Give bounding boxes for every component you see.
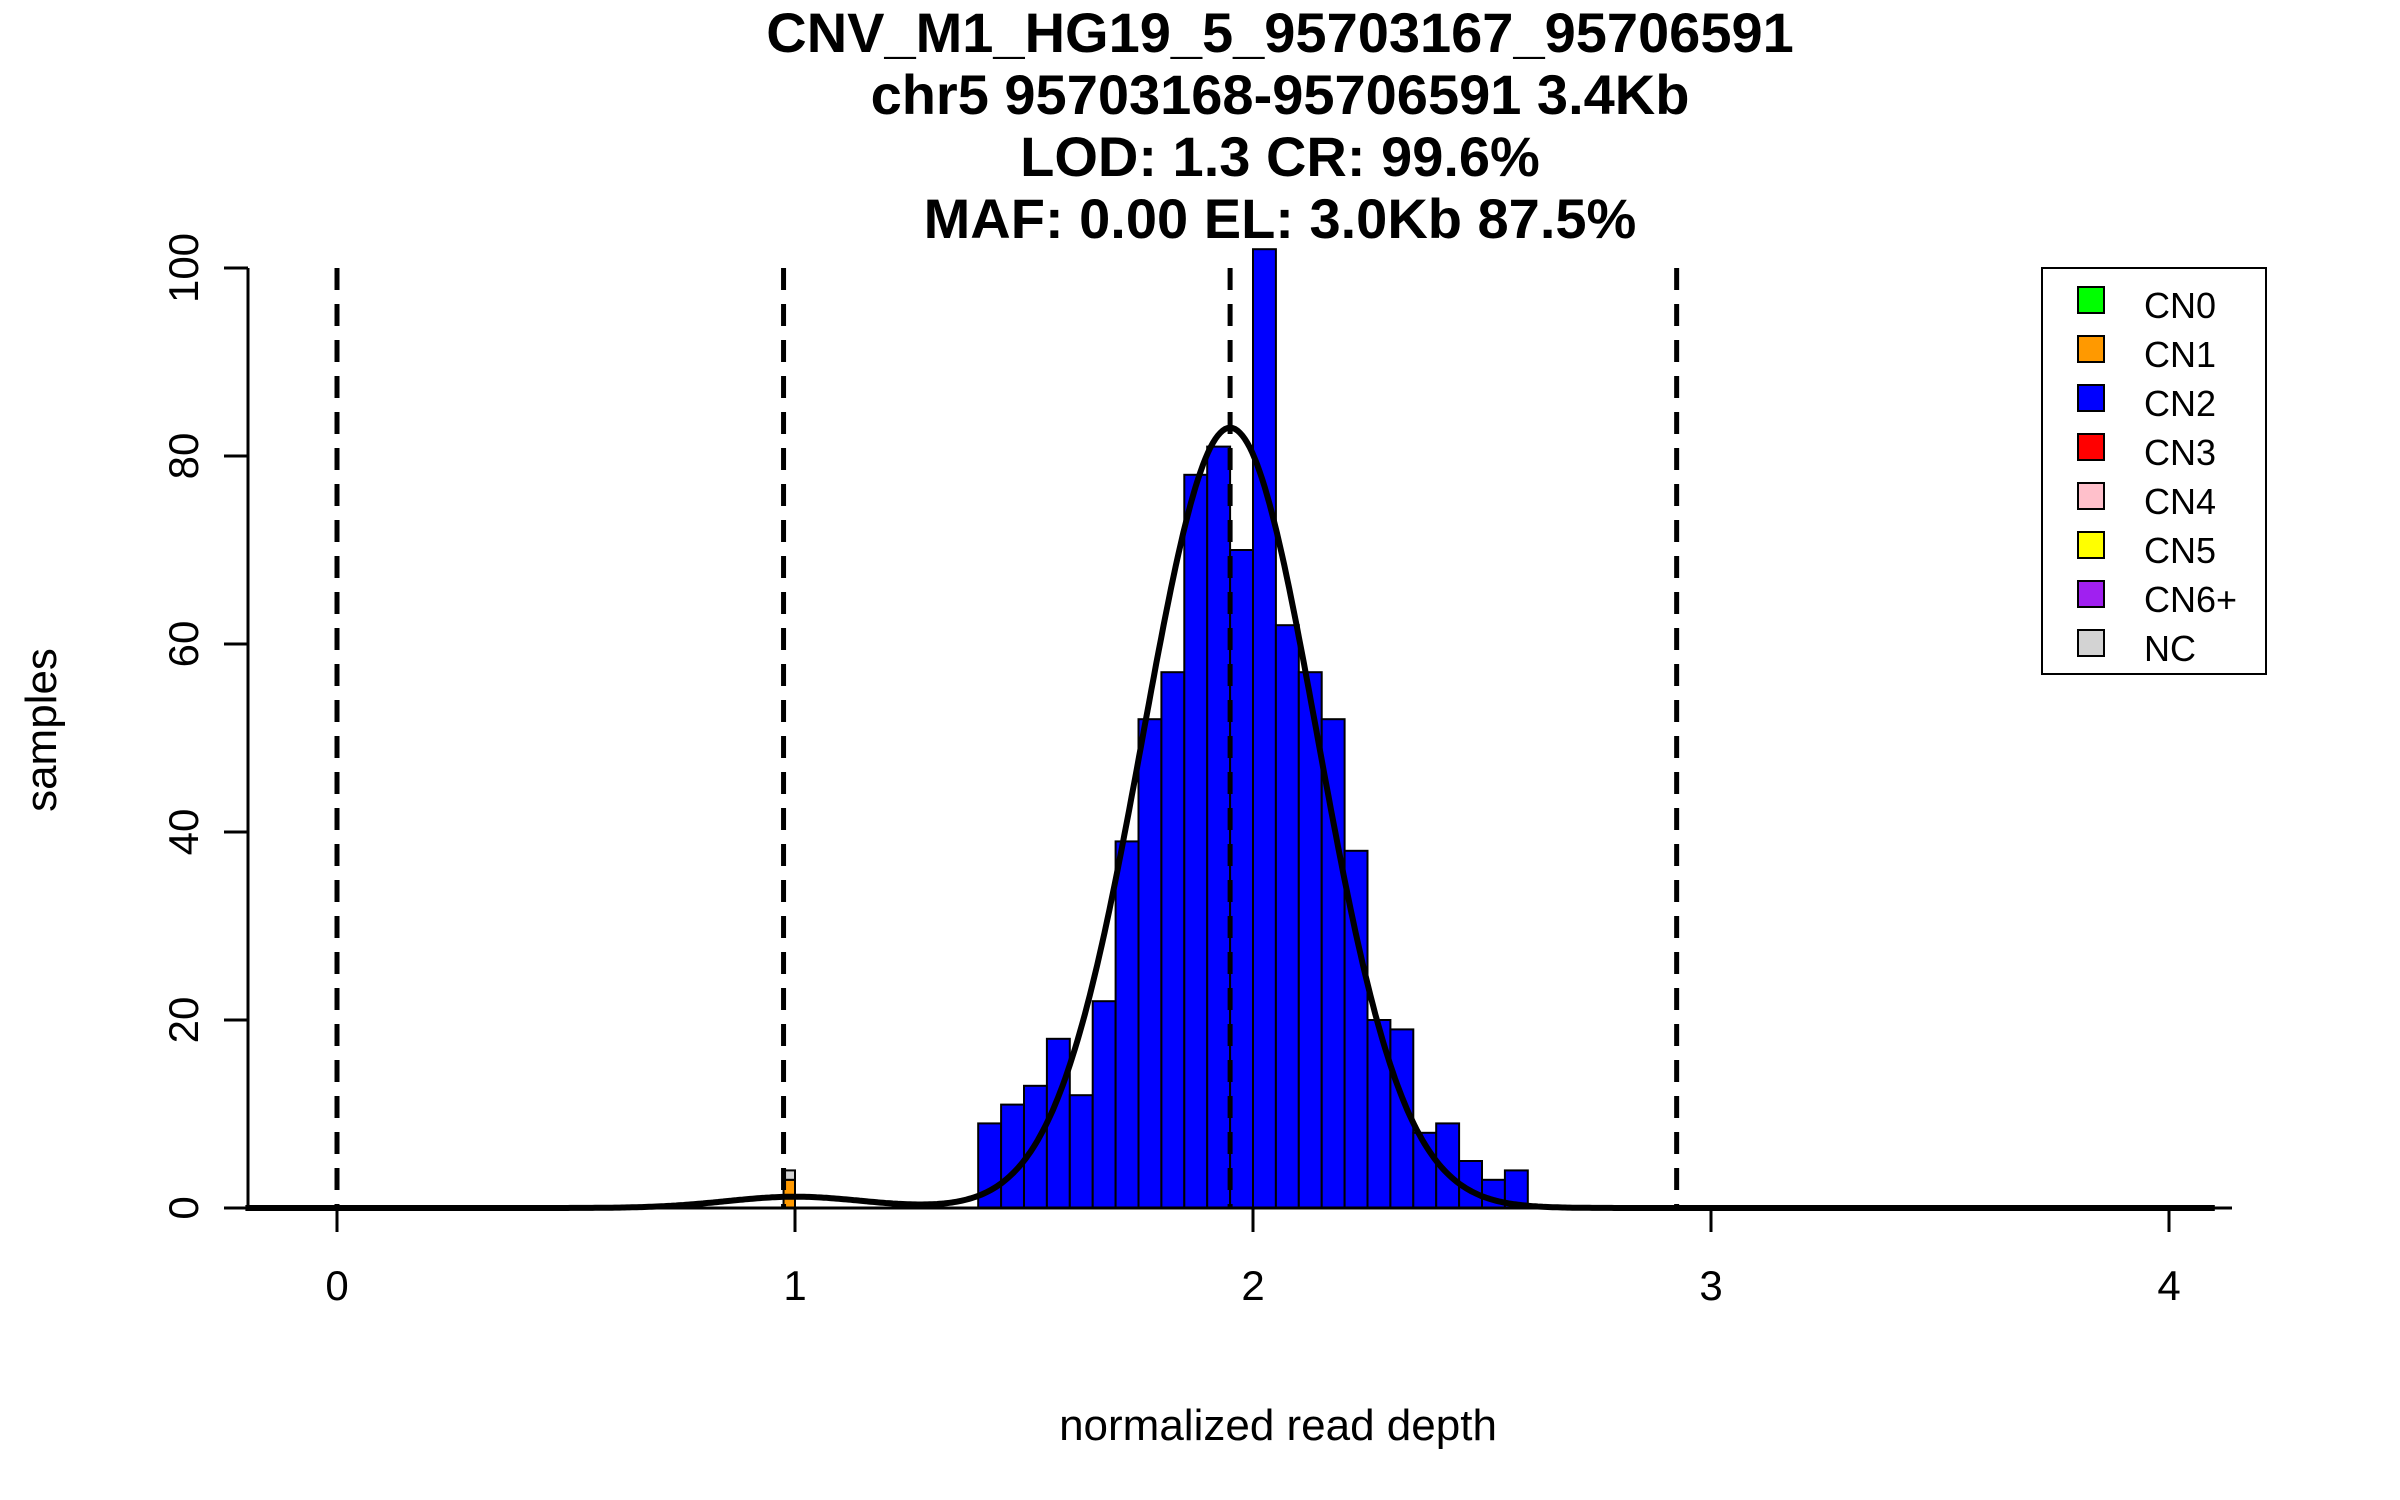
bar-cn2-7	[1137, 718, 1163, 1209]
bar-cn2-8	[1160, 671, 1186, 1209]
bar-cn2-4	[1068, 1094, 1094, 1209]
x-tick-label-4: 4	[2157, 1262, 2180, 1309]
x-tick-label-0: 0	[325, 1262, 348, 1309]
legend-label-cn4: CN4	[2144, 481, 2216, 522]
legend-swatch-cn6plus	[2077, 580, 2105, 608]
legend-swatch-cn1	[2077, 335, 2105, 363]
title-line-1: CNV_M1_HG19_5_95703167_95706591	[766, 1, 1794, 64]
legend-swatch-cn4	[2077, 482, 2105, 510]
y-axis-label: samples	[17, 648, 66, 812]
legend-label-cn2: CN2	[2144, 383, 2216, 424]
x-axis-label: normalized read depth	[1059, 1401, 1497, 1450]
legend-swatch-cn2	[2077, 384, 2105, 412]
x-tick-label-1: 1	[783, 1262, 806, 1309]
title-line-3: LOD: 1.3 CR: 99.6%	[1020, 125, 1540, 188]
bar-cn2-9	[1183, 473, 1209, 1209]
bar-cn2-6	[1114, 840, 1140, 1210]
bar-cn2-10	[1206, 445, 1232, 1210]
legend-label-cn0: CN0	[2144, 285, 2216, 326]
y-tick-label-4: 80	[160, 433, 207, 480]
y-tick-label-3: 60	[160, 621, 207, 668]
x-tick-label-3: 3	[1699, 1262, 1722, 1309]
x-tick-label-2: 2	[1241, 1262, 1264, 1309]
title-line-2: chr5 95703168-95706591 3.4Kb	[871, 63, 1690, 126]
bar-cn2-11	[1229, 549, 1254, 1209]
legend-label-cn3: CN3	[2144, 432, 2216, 473]
bar-cn2-5	[1091, 1000, 1117, 1210]
histogram-bars	[782, 248, 1529, 1210]
copy-number-guides	[334, 268, 1680, 1208]
legend-label-nc: NC	[2144, 628, 2196, 669]
y-tick-label-5: 100	[160, 233, 207, 303]
legend: CN0 CN1 CN2 CN3 CN4 CN5 CN6+ NC	[2041, 267, 2267, 675]
y-tick-label-1: 20	[160, 997, 207, 1044]
legend-label-cn5: CN5	[2144, 530, 2216, 571]
bar-cn2-1	[1000, 1103, 1025, 1209]
legend-label-cn6plus: CN6+	[2144, 579, 2237, 620]
y-tick-label-2: 40	[160, 809, 207, 856]
legend-swatch-cn3	[2077, 433, 2105, 461]
bar-cn2-3	[1045, 1037, 1071, 1210]
legend-swatch-cn5	[2077, 531, 2105, 559]
title-line-4: MAF: 0.00 EL: 3.0Kb 87.5%	[924, 187, 1637, 250]
y-tick-label-0: 0	[160, 1196, 207, 1219]
chart-title: CNV_M1_HG19_5_95703167_95706591 chr5 957…	[766, 1, 1794, 250]
legend-swatch-cn0	[2077, 286, 2105, 314]
legend-label-cn1: CN1	[2144, 334, 2216, 375]
bar-cn2-13	[1274, 624, 1300, 1209]
bar-cn2-12	[1252, 248, 1277, 1209]
legend-swatch-nc	[2077, 629, 2105, 657]
